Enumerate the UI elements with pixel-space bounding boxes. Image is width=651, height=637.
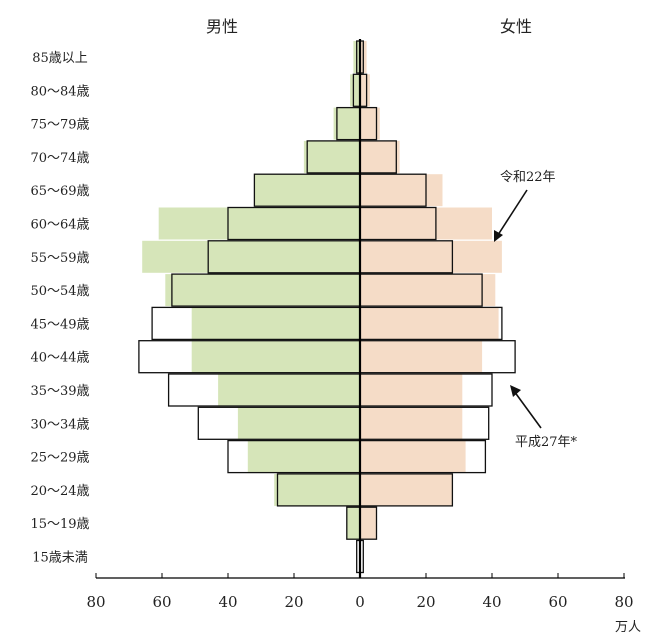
age-group-label: 80～84歳 [30, 84, 89, 99]
bar-future-female [360, 473, 453, 506]
bar-future-male [254, 174, 360, 207]
bar-future-male [158, 207, 360, 240]
age-group-label: 20～24歳 [30, 484, 89, 499]
bar-future-female [360, 307, 499, 340]
bar-future-male [191, 307, 360, 340]
bar-future-male [247, 440, 360, 473]
current-arrow-line [513, 390, 542, 429]
x-tick-label: 40 [218, 593, 237, 611]
age-group-label: 65～69歳 [30, 184, 89, 199]
bar-future-female [360, 207, 492, 240]
x-tick-label: 20 [284, 593, 303, 611]
x-tick-label: 60 [152, 593, 171, 611]
bar-future-male [218, 374, 360, 406]
current-year-annotation: 平成27年* [515, 435, 578, 450]
age-group-label: 35～39歳 [30, 384, 89, 399]
future-arrow-line [495, 189, 528, 239]
unit-label: 万人 [615, 620, 641, 635]
bar-future-male [191, 340, 360, 373]
age-group-label: 75～79歳 [30, 118, 89, 133]
x-tick-label: 0 [355, 593, 365, 611]
bar-future-male [350, 74, 360, 107]
bar-future-female [360, 507, 377, 540]
bar-future-female [360, 374, 463, 406]
age-group-label: 85歳以上 [32, 51, 88, 66]
future-arrow-head [494, 230, 503, 242]
x-tick-label: 60 [548, 593, 567, 611]
age-group-label: 30～34歳 [30, 417, 89, 432]
x-tick-label: 20 [416, 593, 435, 611]
x-axis: 80 60 40 20 0 20 40 60 80 [86, 39, 634, 611]
bar-future-male [333, 107, 360, 140]
age-group-label: 15～19歳 [30, 517, 89, 532]
current-arrow-head [510, 385, 521, 397]
age-group-label: 60～64歳 [30, 218, 89, 233]
age-group-label: 25～29歳 [30, 451, 89, 466]
bar-future-female [360, 107, 380, 140]
age-group-label: 45～49歳 [30, 317, 89, 332]
female-label: 女性 [500, 17, 532, 36]
bar-future-male [165, 274, 360, 307]
bar-future-male [237, 407, 360, 440]
bar-future-female [360, 440, 466, 473]
bar-future-male [303, 140, 360, 173]
bar-future-male [274, 473, 360, 506]
future-year-annotation: 令和22年 [500, 170, 556, 185]
bar-future-female [360, 274, 496, 307]
age-group-label: 70～74歳 [30, 151, 89, 166]
bar-future-female [360, 174, 443, 207]
age-group-label: 55～59歳 [30, 251, 89, 266]
x-tick-label: 80 [614, 593, 633, 611]
bar-future-female [360, 74, 370, 107]
bar-future-female [360, 240, 502, 273]
age-labels-layer: 85歳以上 80～84歳 75～79歳 70～74歳 65～69歳 60～64歳 55～59… [30, 51, 89, 566]
bar-future-male [142, 240, 360, 273]
x-tick-label: 40 [482, 593, 501, 611]
bar-future-female [360, 140, 400, 173]
future-bars-layer [142, 41, 502, 540]
age-group-label: 15歳未満 [32, 551, 88, 566]
age-group-label: 40～44歳 [30, 351, 89, 366]
bar-future-female [360, 340, 483, 373]
bar-future-female [360, 407, 463, 440]
age-group-label: 50～54歳 [30, 284, 89, 299]
x-tick-label: 80 [86, 593, 105, 611]
male-label: 男性 [206, 17, 238, 36]
bar-future-male [346, 507, 360, 540]
